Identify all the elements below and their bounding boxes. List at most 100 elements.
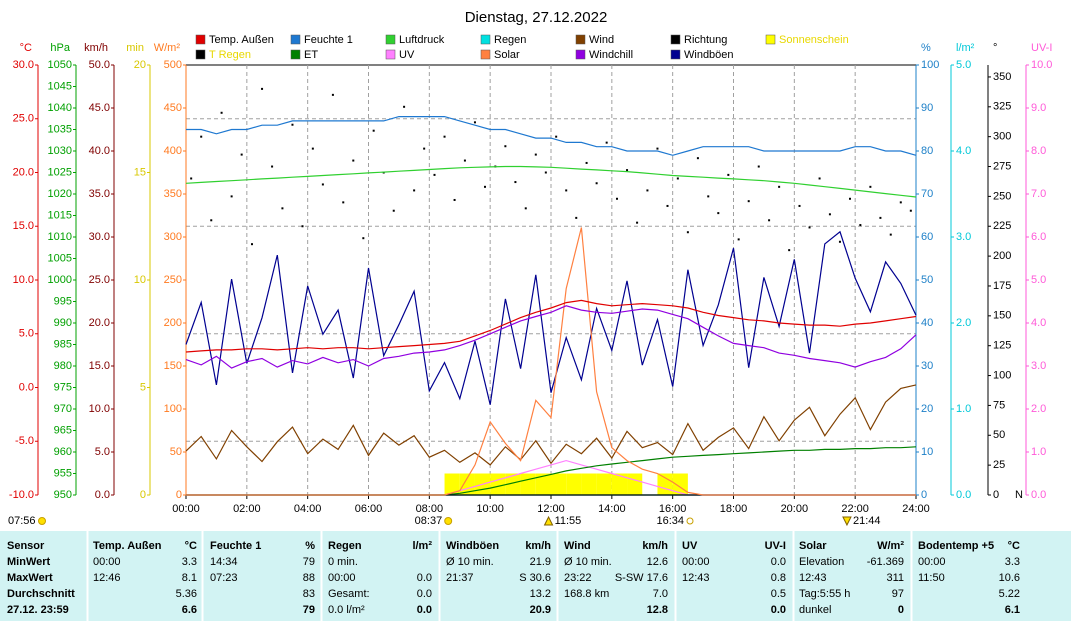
table-value: °C — [1008, 540, 1020, 552]
y-tick-label: 1.0 — [1031, 446, 1046, 458]
y-tick-label: 5.0 — [956, 59, 971, 71]
direction-dot — [696, 157, 699, 160]
y-tick-label: 5.0 — [19, 328, 34, 340]
y-tick-label: 10 — [134, 274, 146, 286]
y-tick-label: 20 — [921, 403, 933, 415]
table-value: 20.9 — [530, 604, 551, 616]
axis-unit: min — [126, 42, 144, 54]
table-value: 88 — [303, 572, 315, 584]
direction-dot — [331, 93, 334, 96]
y-tick-label: 30.0 — [89, 231, 110, 243]
table-value: 12.6 — [647, 556, 668, 568]
table-label: 21:37 — [446, 572, 474, 584]
x-tick-label: 24:00 — [902, 503, 930, 515]
legend-swatch — [290, 34, 301, 45]
table-value: 10.6 — [999, 572, 1020, 584]
direction-dot — [220, 111, 223, 114]
legend-label: Sonnenschein — [779, 34, 849, 46]
direction-dot — [585, 161, 588, 164]
direction-dot — [301, 225, 304, 228]
annotation-label: 16:34 — [656, 515, 684, 527]
table-label: Regen — [328, 540, 362, 552]
sunshine-bar — [490, 473, 506, 495]
axis-unit: % — [921, 42, 931, 54]
direction-dot — [757, 165, 760, 168]
y-tick-label: 20 — [134, 59, 146, 71]
series-line — [185, 165, 917, 198]
direction-dot — [423, 147, 426, 150]
direction-dot — [788, 249, 791, 252]
y-tick-label: 995 — [54, 295, 72, 307]
table-value: 0 — [898, 604, 904, 616]
y-tick-label: 0.0 — [1031, 489, 1046, 501]
direction-dot — [636, 221, 639, 224]
y-tick-label: 45.0 — [89, 102, 110, 114]
direction-dot — [200, 135, 203, 138]
direction-dot — [626, 169, 629, 172]
y-tick-label: 7.0 — [1031, 188, 1046, 200]
table-label: Temp. Außen — [93, 540, 162, 552]
y-tick-label: 955 — [54, 467, 72, 479]
legend-swatch — [480, 49, 491, 60]
y-tick-label: 275 — [993, 160, 1011, 172]
x-tick-label: 20:00 — [781, 503, 809, 515]
sunshine-bar — [657, 473, 673, 495]
y-tick-label: 6.0 — [1031, 231, 1046, 243]
direction-dot — [463, 159, 466, 162]
direction-dot — [595, 182, 598, 185]
table-label: MinWert — [7, 556, 51, 568]
y-tick-label: 4.0 — [956, 145, 971, 157]
table-value: 3.3 — [182, 556, 197, 568]
legend-label: T Regen — [209, 49, 251, 61]
y-tick-label: 0 — [176, 489, 182, 501]
series-line — [185, 384, 917, 466]
table-label: 23:22 — [564, 572, 592, 584]
y-tick-label: 75 — [993, 399, 1005, 411]
direction-dot — [261, 87, 264, 90]
y-tick-label: 970 — [54, 403, 72, 415]
y-tick-label: -10.0 — [9, 489, 34, 501]
y-tick-label: 100 — [993, 369, 1011, 381]
table-value: 0.5 — [771, 588, 786, 600]
direction-dot — [565, 189, 568, 192]
direction-zero-label: N — [1015, 489, 1023, 501]
y-tick-label: 70 — [921, 188, 933, 200]
table-value: 5.36 — [176, 588, 197, 600]
y-tick-label: 1010 — [48, 231, 72, 243]
legend-label: Temp. Außen — [209, 34, 274, 46]
table-label: Tag:5:55 h — [799, 588, 850, 600]
series-line — [185, 230, 917, 405]
annotation-label: 11:55 — [555, 515, 582, 527]
direction-dot — [281, 207, 284, 210]
legend-label: UV — [399, 49, 415, 61]
y-tick-label: 950 — [54, 489, 72, 501]
table-value: 13.2 — [530, 588, 551, 600]
y-tick-label: 350 — [993, 71, 1011, 83]
table-value: °C — [185, 540, 197, 552]
direction-dot — [656, 147, 659, 150]
direction-dot — [524, 207, 527, 210]
table-label: 0 min. — [328, 556, 358, 568]
y-tick-label: 975 — [54, 381, 72, 393]
table-label: Solar — [799, 540, 827, 552]
noon-marker — [543, 515, 554, 526]
y-tick-label: 1040 — [48, 102, 72, 114]
table-label: Bodentemp +5 — [918, 540, 994, 552]
y-tick-label: 300 — [164, 231, 182, 243]
x-tick-label: 14:00 — [598, 503, 626, 515]
x-tick-label: 16:00 — [659, 503, 687, 515]
table-value: UV-I — [765, 540, 786, 552]
direction-dot — [646, 189, 649, 192]
table-label: Gesamt: — [328, 588, 370, 600]
sunshine-bar — [581, 473, 597, 495]
y-tick-label: 0 — [921, 489, 927, 501]
direction-dot — [453, 198, 456, 201]
axis-unit: ° — [993, 42, 997, 54]
direction-dot — [321, 183, 324, 186]
table-value: 83 — [303, 588, 315, 600]
x-tick-label: 08:00 — [416, 503, 444, 515]
direction-dot — [727, 173, 730, 176]
table-label: Durchschnitt — [7, 588, 75, 600]
